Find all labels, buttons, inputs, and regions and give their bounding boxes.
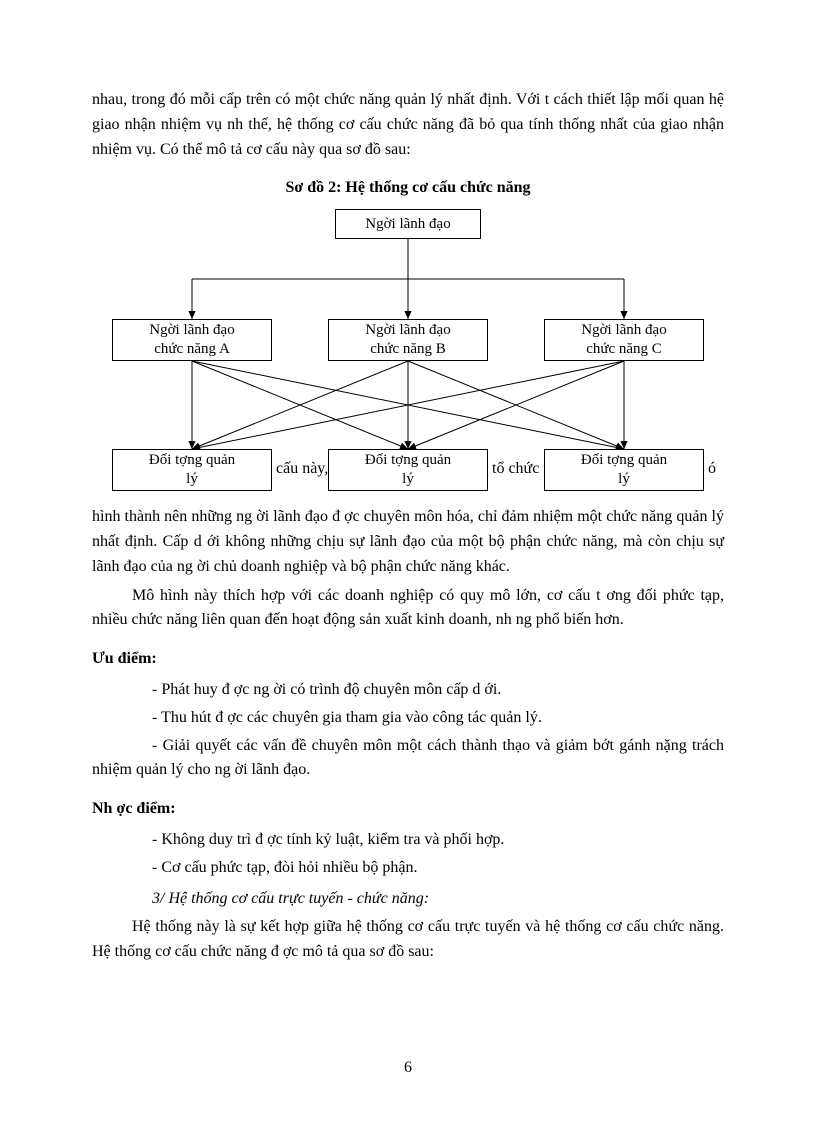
node-mid-a: Ngời lãnh đạochức năng A (112, 319, 272, 361)
node-label-l2: chức năng C (586, 340, 662, 359)
body-p1: hình thành nên những ng ời lãnh đạo đ ợc… (92, 505, 724, 579)
node-label-l1: Đối tợng quản (365, 451, 451, 470)
node-mid-b: Ngời lãnh đạochức năng B (328, 319, 488, 361)
node-label-l1: Ngời lãnh đạo (149, 321, 234, 340)
page-number: 6 (0, 1056, 816, 1081)
node-label-l2: chức năng B (370, 340, 446, 359)
node-bot-c: Đối tợng quảnlý (544, 449, 704, 491)
disadvantage-item: - Không duy trì đ ợc tính kỷ luật, kiểm … (92, 828, 724, 853)
node-bot-b: Đối tợng quảnlý (328, 449, 488, 491)
node-label-l2: chức năng A (154, 340, 230, 359)
node-label-l1: Đối tợng quản (149, 451, 235, 470)
overlay-text-frag3: ó (708, 457, 716, 482)
advantage-item: - Thu hút đ ợc các chuyên gia tham gia v… (92, 706, 724, 731)
advantage-item-text: - Giải quyết các vấn đề chuyên môn một c… (92, 737, 724, 779)
subsection-title: 3/ Hệ thống cơ cấu trực tuyến - chức năn… (92, 887, 724, 912)
advantage-item: - Giải quyết các vấn đề chuyên môn một c… (92, 734, 724, 784)
node-label-l2: lý (402, 470, 414, 489)
node-root: Ngời lãnh đạo (335, 209, 481, 239)
node-label-l2: lý (186, 470, 198, 489)
disadvantages-heading: Nh ợc điểm: (92, 797, 724, 822)
node-mid-c: Ngời lãnh đạochức năng C (544, 319, 704, 361)
node-label: Ngời lãnh đạo (365, 215, 450, 234)
node-label-l2: lý (618, 470, 630, 489)
node-bot-a: Đối tợng quảnlý (112, 449, 272, 491)
node-label-l1: Ngời lãnh đạo (365, 321, 450, 340)
page: nhau, trong đó mỗi cấp trên có một chức … (0, 0, 816, 1123)
disadvantage-item: - Cơ cấu phức tạp, đòi hỏi nhiều bộ phận… (92, 856, 724, 881)
org-chart: cấu này, cơ tổ chức th ó Ngời lãnh đạo N… (92, 209, 724, 499)
intro-paragraph: nhau, trong đó mỗi cấp trên có một chức … (92, 88, 724, 162)
advantage-item: - Phát huy đ ợc ng ời có trình độ chuyên… (92, 678, 724, 703)
advantages-heading: Ưu điểm: (92, 647, 724, 672)
body-p2: Mô hình này thích hợp với các doanh nghi… (92, 584, 724, 634)
node-label-l1: Ngời lãnh đạo (581, 321, 666, 340)
node-label-l1: Đối tợng quản (581, 451, 667, 470)
chart-title: Sơ đồ 2: Hệ thống cơ cấu chức năng (92, 176, 724, 201)
subsection-p1: Hệ thống này là sự kết hợp giữa hệ thống… (92, 915, 724, 965)
